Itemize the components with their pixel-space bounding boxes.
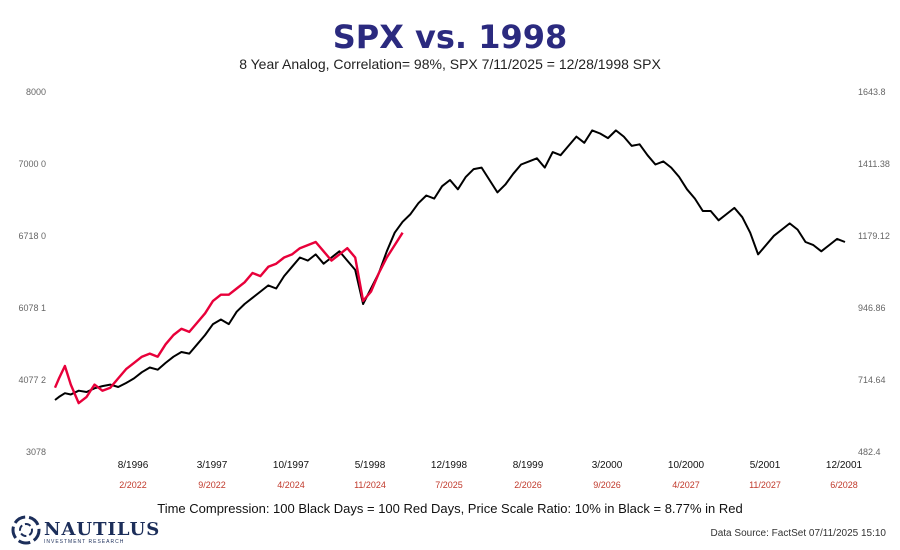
chart-title: SPX vs. 1998: [332, 18, 568, 56]
left-axis-tick-label: 6718 0: [18, 231, 46, 241]
x-tick-label-red: 11/2024: [354, 480, 386, 490]
x-tick-label-black: 3/2000: [592, 460, 623, 471]
right-axis-tick-label: 1411.38: [858, 159, 890, 169]
left-axis-tick-label: 6078 1: [18, 303, 46, 313]
logo-name: NAUTILUS: [44, 519, 161, 540]
black-series-line: [54, 129, 846, 401]
x-tick-label-red: 9/2022: [198, 480, 226, 490]
x-tick-label-black: 10/2000: [668, 460, 705, 471]
right-axis-tick-label: 714.64: [858, 375, 886, 385]
red-series-line: [53, 232, 404, 405]
right-axis-tick-label: 946.86: [858, 303, 886, 313]
x-tick-label-red: 7/2025: [435, 480, 463, 490]
x-tick-label-black: 12/2001: [826, 460, 863, 471]
x-tick-label-black: 3/1997: [197, 460, 228, 471]
x-tick-label-red: 2/2026: [514, 480, 542, 490]
left-axis-tick-label: 4077 2: [18, 375, 46, 385]
left-axis-tick-label: 8000: [26, 87, 46, 97]
x-tick-label-red: 6/2028: [830, 480, 858, 490]
right-axis-tick-label: 1179.12: [858, 231, 890, 241]
x-tick-label-black: 5/2001: [750, 460, 781, 471]
x-tick-label-black: 10/1997: [273, 460, 310, 471]
x-tick-label-red: 11/2027: [749, 480, 781, 490]
chart-subtitle: 8 Year Analog, Correlation= 98%, SPX 7/1…: [239, 56, 661, 72]
x-tick-label-black: 12/1998: [431, 460, 468, 471]
left-axis-tick-label: 7000 0: [18, 159, 46, 169]
x-tick-label-red: 4/2027: [672, 480, 700, 490]
x-tick-label-red: 2/2022: [119, 480, 147, 490]
right-axis-tick-label: 1643.8: [858, 87, 886, 97]
nautilus-logo-icon: [11, 515, 41, 545]
x-tick-label-red: 4/2024: [277, 480, 305, 490]
x-tick-label-red: 9/2026: [593, 480, 621, 490]
data-source: Data Source: FactSet 07/11/2025 15:10: [710, 528, 887, 539]
logo-tagline: INVESTMENT RESEARCH: [44, 539, 125, 545]
footer-note: Time Compression: 100 Black Days = 100 R…: [157, 501, 743, 516]
x-tick-label-black: 8/1999: [513, 460, 544, 471]
x-tick-label-black: 5/1998: [355, 460, 386, 471]
x-tick-label-black: 8/1996: [118, 460, 149, 471]
left-axis-tick-label: 3078: [26, 447, 46, 457]
right-axis-tick-label: 482.4: [858, 447, 881, 457]
